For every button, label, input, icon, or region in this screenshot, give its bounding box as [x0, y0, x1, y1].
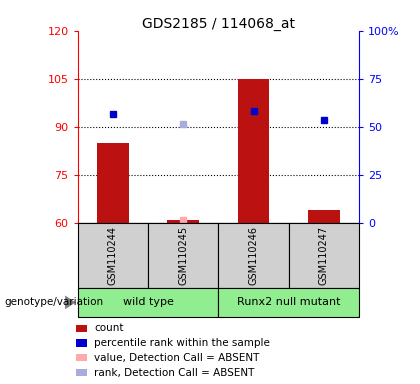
Text: wild type: wild type: [123, 297, 173, 308]
Text: GSM110247: GSM110247: [319, 226, 329, 285]
Bar: [76, 369, 87, 376]
Text: rank, Detection Call = ABSENT: rank, Detection Call = ABSENT: [94, 368, 255, 378]
Bar: [97, 143, 129, 223]
Bar: [218, 288, 359, 317]
Bar: [148, 223, 218, 288]
Text: GSM110244: GSM110244: [108, 226, 118, 285]
Bar: [78, 288, 218, 317]
Bar: [168, 220, 199, 223]
Text: genotype/variation: genotype/variation: [4, 297, 103, 308]
Text: GDS2185 / 114068_at: GDS2185 / 114068_at: [142, 17, 295, 31]
Bar: [76, 339, 87, 346]
Text: value, Detection Call = ABSENT: value, Detection Call = ABSENT: [94, 353, 260, 363]
Text: count: count: [94, 323, 123, 333]
Bar: [308, 210, 340, 223]
Text: GSM110245: GSM110245: [178, 226, 188, 285]
Polygon shape: [65, 296, 76, 310]
Bar: [76, 354, 87, 361]
Text: Runx2 null mutant: Runx2 null mutant: [237, 297, 341, 308]
Bar: [218, 223, 289, 288]
Bar: [76, 324, 87, 332]
Bar: [289, 223, 359, 288]
Bar: [78, 223, 148, 288]
Bar: [238, 79, 269, 223]
Text: percentile rank within the sample: percentile rank within the sample: [94, 338, 270, 348]
Text: GSM110246: GSM110246: [249, 226, 259, 285]
